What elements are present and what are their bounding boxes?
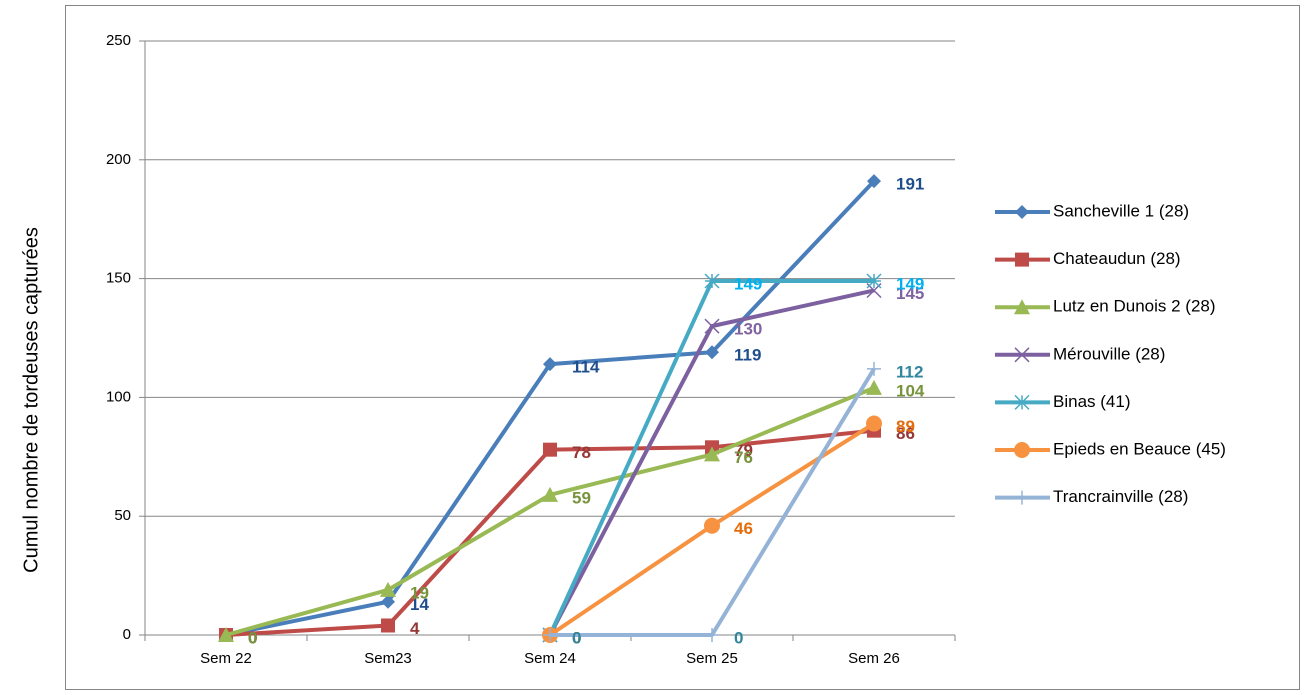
marker [543,357,557,372]
marker [1014,347,1030,363]
marker [1014,442,1030,458]
marker [381,594,395,609]
data-label: 89 [896,417,915,436]
marker [1015,252,1029,267]
data-label: 0 [572,628,581,647]
data-label: 191 [896,175,924,194]
y-tick-label: 250 [106,32,131,49]
marker [1015,205,1029,219]
marker [543,628,557,642]
legend-label: Epieds en Beauce (45) [1053,439,1226,458]
data-label: 104 [896,381,925,400]
data-label: 86 [896,424,915,443]
marker [704,517,720,534]
x-tick-label: Sem 26 [848,650,900,667]
marker [543,442,557,457]
y-tick-label: 100 [106,388,131,405]
marker [704,318,720,334]
data-label: 0 [572,628,581,647]
data-label: 0 [248,628,257,647]
x-tick-label: Sem 25 [686,650,738,667]
data-label: 0 [734,628,743,647]
data-label: 149 [734,274,762,293]
marker [704,273,720,289]
y-axis-label: Cumul nombre de tordeuses capturées [20,227,42,573]
data-label: 0 [572,628,581,647]
data-label: 130 [734,320,762,339]
y-tick-label: 0 [123,626,131,643]
marker [542,486,558,502]
data-label: 119 [734,346,761,365]
marker [1015,490,1029,505]
legend-label: Sancheville 1 (28) [1053,201,1189,220]
data-label: 0 [248,628,257,647]
data-label: 19 [410,583,429,602]
data-label: 149 [896,274,924,293]
marker [705,345,719,360]
x-tick-label: Sem 24 [524,650,576,667]
marker [704,446,720,462]
legend-label: Lutz en Dunois 2 (28) [1053,297,1216,316]
data-label: 59 [572,488,591,507]
data-label: 4 [410,619,420,638]
data-label: 0 [248,628,257,647]
marker [1014,394,1030,410]
legend-label: Chateaudun (28) [1053,249,1181,268]
data-label: 76 [734,448,753,467]
y-tick-label: 150 [106,270,131,287]
x-tick-label: Sem23 [364,650,412,667]
data-label: 78 [572,443,591,462]
x-tick-label: Sem 22 [200,650,252,667]
data-label: 14 [410,595,429,614]
marker [380,581,396,597]
data-label: 114 [572,358,600,377]
marker [867,174,881,189]
legend-label: Mérouville (28) [1053,344,1165,363]
marker [1014,299,1030,315]
data-label: 112 [896,362,923,381]
data-label: 46 [734,519,753,538]
legend-label: Binas (41) [1053,392,1130,411]
y-tick-label: 200 [106,151,131,168]
marker [218,627,234,642]
data-label: 0 [572,628,581,647]
legend-label: Trancrainville (28) [1053,487,1188,506]
data-label: 145 [896,284,924,303]
marker [866,379,882,395]
marker [705,628,719,642]
y-tick-label: 50 [114,507,131,524]
marker [866,273,882,289]
marker [866,415,882,432]
marker [867,361,881,376]
marker [381,618,395,633]
